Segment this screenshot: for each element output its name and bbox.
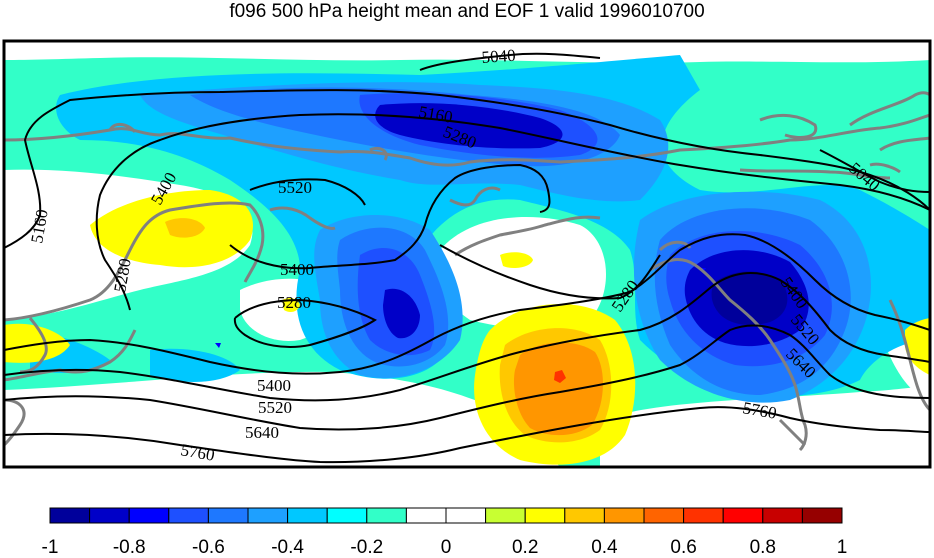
colorbar-box: [445, 507, 487, 524]
contour-label: 5520: [258, 398, 292, 417]
colorbar-tick-label: 0: [441, 537, 452, 558]
colorbar-box: [801, 507, 843, 524]
plot-frame: [2, 39, 932, 469]
shading-white-south: [4, 371, 560, 467]
contour-label: 5520: [278, 178, 312, 197]
colorbar-tick-label: 1: [837, 537, 848, 558]
colorbar-box: [643, 507, 685, 524]
shading-orange-center: [513, 342, 603, 436]
contour-label: 5400: [257, 376, 291, 395]
colorbar-box: [207, 507, 249, 524]
colorbar-box: [326, 507, 368, 524]
contour-label: 5040: [481, 46, 516, 67]
shading-navy-east: [711, 271, 788, 325]
colorbar-box: [485, 507, 526, 524]
shading-light-blue-sw-sea: [150, 348, 240, 382]
contour-5280-west: [95, 113, 930, 311]
colorbar-ticks: -1 -0.8 -0.6 -0.4 -0.2 0 0.2 0.4 0.6 0.8 1: [42, 537, 848, 558]
colorbar-tick-label: -1: [42, 537, 59, 558]
contour-5760-main: [4, 406, 930, 464]
shading-dark-blue-central: [383, 288, 420, 339]
colorbar-box: [762, 507, 803, 524]
chart-title: f096 500 hPa height mean and EOF 1 valid…: [229, 1, 705, 22]
shading-yellow-small: [500, 252, 533, 268]
contour-5400-loop: [229, 163, 551, 270]
shading-white-north: [4, 41, 930, 63]
contour-5400-main: [4, 233, 930, 375]
colorbar-tick-label: -0.6: [192, 537, 225, 558]
shading-yellow-far-west: [4, 323, 70, 363]
colorbar-tick-label: -0.2: [350, 537, 383, 558]
colorbar-box: [722, 507, 764, 524]
colorbar-box: [524, 507, 566, 524]
contour-5040-north: [419, 52, 601, 71]
colorbar-box: [247, 507, 289, 524]
shading-white-southeast: [600, 385, 930, 467]
colorbar-tick-label: 0.8: [750, 537, 776, 558]
contour-5160-west: [4, 89, 930, 249]
contour-5640-main: [4, 324, 930, 431]
colorbar-box: [564, 507, 605, 524]
colorbar-box: [683, 507, 724, 524]
colorbar-box: [49, 507, 91, 524]
colorbar-tick-label: 0.4: [591, 537, 618, 558]
colorbar-box: [89, 507, 130, 524]
contour-label: 5640: [245, 423, 279, 442]
contour-label: 5280: [277, 293, 311, 312]
coastlines: [4, 91, 930, 452]
colorbar-box: [287, 507, 328, 524]
colorbar-tick-label: 0.2: [512, 537, 538, 558]
colorbar-tick-label: -0.4: [271, 537, 304, 558]
shading-red-spot: [554, 370, 566, 383]
shading-yellow-tiny: [282, 297, 300, 313]
shading-dark-blue-north: [375, 103, 563, 149]
contour-5280-center-loop: [233, 298, 377, 348]
contour-5040-east: [819, 149, 930, 193]
colorbar-tick-label: 0.6: [670, 537, 696, 558]
eof-shading: [4, 41, 930, 467]
shading-white-center: [436, 217, 607, 330]
contour-5520-loop: [249, 178, 366, 206]
colorbar-boxes: [49, 507, 843, 524]
contour-5520-main: [4, 272, 930, 402]
shading-gold-west: [165, 218, 205, 238]
colorbar-box: [603, 507, 645, 524]
colorbar-tick-label: -0.8: [113, 537, 146, 558]
height-contours: [4, 52, 930, 464]
colorbar-box: [168, 507, 209, 524]
contour-5280-east: [439, 244, 661, 300]
shading-blue-spot: [215, 343, 221, 348]
colorbar-box: [366, 507, 407, 524]
colorbar-box: [405, 507, 447, 524]
colorbar-box: [128, 507, 170, 524]
contour-label: 5400: [280, 260, 314, 279]
